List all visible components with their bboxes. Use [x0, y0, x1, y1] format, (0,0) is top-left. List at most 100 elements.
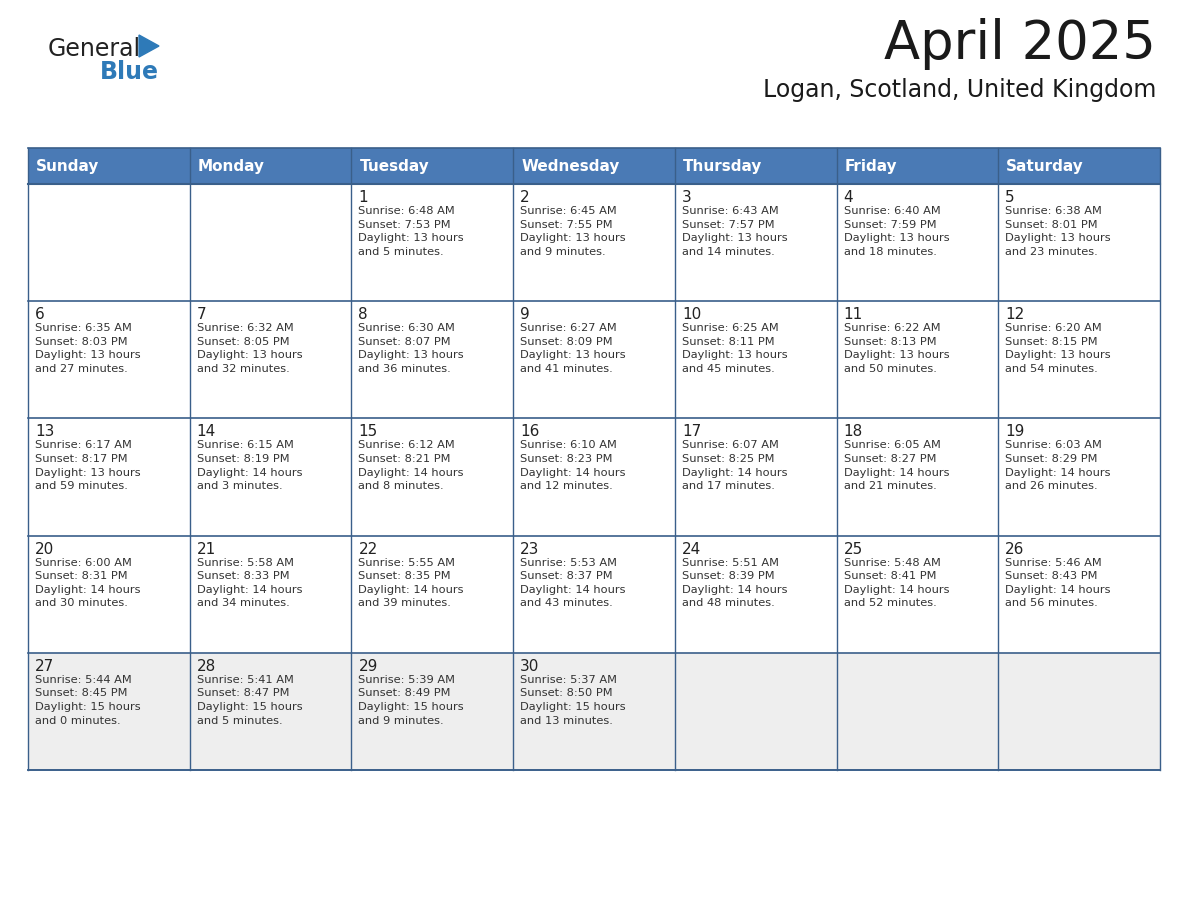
Bar — [836, 301, 998, 419]
Text: 27: 27 — [34, 659, 55, 674]
Text: General: General — [48, 37, 141, 61]
Text: Sunrise: 5:46 AM
Sunset: 8:43 PM
Daylight: 14 hours
and 56 minutes.: Sunrise: 5:46 AM Sunset: 8:43 PM Dayligh… — [1005, 557, 1111, 609]
Text: 28: 28 — [197, 659, 216, 674]
Text: 21: 21 — [197, 542, 216, 556]
Text: Thursday: Thursday — [683, 159, 763, 174]
Text: 13: 13 — [34, 424, 55, 440]
Text: 29: 29 — [359, 659, 378, 674]
Bar — [513, 184, 675, 301]
Text: Sunrise: 5:51 AM
Sunset: 8:39 PM
Daylight: 14 hours
and 48 minutes.: Sunrise: 5:51 AM Sunset: 8:39 PM Dayligh… — [682, 557, 788, 609]
Text: 1: 1 — [359, 190, 368, 205]
Text: Sunrise: 6:10 AM
Sunset: 8:23 PM
Daylight: 14 hours
and 12 minutes.: Sunrise: 6:10 AM Sunset: 8:23 PM Dayligh… — [520, 441, 626, 491]
Text: Sunrise: 6:20 AM
Sunset: 8:15 PM
Daylight: 13 hours
and 54 minutes.: Sunrise: 6:20 AM Sunset: 8:15 PM Dayligh… — [1005, 323, 1111, 374]
Bar — [836, 184, 998, 301]
Bar — [29, 148, 1159, 184]
Bar — [29, 535, 190, 653]
Text: Sunrise: 5:58 AM
Sunset: 8:33 PM
Daylight: 14 hours
and 34 minutes.: Sunrise: 5:58 AM Sunset: 8:33 PM Dayligh… — [197, 557, 302, 609]
Text: Sunrise: 5:44 AM
Sunset: 8:45 PM
Daylight: 15 hours
and 0 minutes.: Sunrise: 5:44 AM Sunset: 8:45 PM Dayligh… — [34, 675, 140, 725]
Bar — [675, 184, 836, 301]
Text: 18: 18 — [843, 424, 862, 440]
Text: 17: 17 — [682, 424, 701, 440]
Bar — [513, 301, 675, 419]
Text: Sunrise: 5:55 AM
Sunset: 8:35 PM
Daylight: 14 hours
and 39 minutes.: Sunrise: 5:55 AM Sunset: 8:35 PM Dayligh… — [359, 557, 465, 609]
Text: 22: 22 — [359, 542, 378, 556]
Bar — [675, 535, 836, 653]
Text: 25: 25 — [843, 542, 862, 556]
Text: 2: 2 — [520, 190, 530, 205]
Text: Sunrise: 5:48 AM
Sunset: 8:41 PM
Daylight: 14 hours
and 52 minutes.: Sunrise: 5:48 AM Sunset: 8:41 PM Dayligh… — [843, 557, 949, 609]
Text: 19: 19 — [1005, 424, 1025, 440]
Bar — [352, 419, 513, 535]
Text: Sunrise: 6:38 AM
Sunset: 8:01 PM
Daylight: 13 hours
and 23 minutes.: Sunrise: 6:38 AM Sunset: 8:01 PM Dayligh… — [1005, 206, 1111, 257]
Text: Sunrise: 6:43 AM
Sunset: 7:57 PM
Daylight: 13 hours
and 14 minutes.: Sunrise: 6:43 AM Sunset: 7:57 PM Dayligh… — [682, 206, 788, 257]
Bar — [190, 419, 352, 535]
Text: 23: 23 — [520, 542, 539, 556]
Bar — [998, 419, 1159, 535]
Bar — [998, 535, 1159, 653]
Text: 20: 20 — [34, 542, 55, 556]
Bar — [998, 301, 1159, 419]
Text: Logan, Scotland, United Kingdom: Logan, Scotland, United Kingdom — [763, 78, 1156, 102]
Bar — [29, 301, 190, 419]
Text: Sunrise: 6:40 AM
Sunset: 7:59 PM
Daylight: 13 hours
and 18 minutes.: Sunrise: 6:40 AM Sunset: 7:59 PM Dayligh… — [843, 206, 949, 257]
Text: 5: 5 — [1005, 190, 1015, 205]
Text: Sunrise: 6:15 AM
Sunset: 8:19 PM
Daylight: 14 hours
and 3 minutes.: Sunrise: 6:15 AM Sunset: 8:19 PM Dayligh… — [197, 441, 302, 491]
Text: 16: 16 — [520, 424, 539, 440]
Bar — [675, 301, 836, 419]
Bar — [190, 301, 352, 419]
Text: Sunrise: 5:37 AM
Sunset: 8:50 PM
Daylight: 15 hours
and 13 minutes.: Sunrise: 5:37 AM Sunset: 8:50 PM Dayligh… — [520, 675, 626, 725]
Text: Wednesday: Wednesday — [522, 159, 619, 174]
Bar — [836, 419, 998, 535]
Bar — [352, 184, 513, 301]
Text: 4: 4 — [843, 190, 853, 205]
Text: 24: 24 — [682, 542, 701, 556]
Text: 9: 9 — [520, 308, 530, 322]
Bar — [513, 653, 675, 770]
Text: Sunrise: 5:53 AM
Sunset: 8:37 PM
Daylight: 14 hours
and 43 minutes.: Sunrise: 5:53 AM Sunset: 8:37 PM Dayligh… — [520, 557, 626, 609]
Text: Sunrise: 6:25 AM
Sunset: 8:11 PM
Daylight: 13 hours
and 45 minutes.: Sunrise: 6:25 AM Sunset: 8:11 PM Dayligh… — [682, 323, 788, 374]
Text: 10: 10 — [682, 308, 701, 322]
Bar — [352, 535, 513, 653]
Bar — [998, 653, 1159, 770]
Text: Sunrise: 6:03 AM
Sunset: 8:29 PM
Daylight: 14 hours
and 26 minutes.: Sunrise: 6:03 AM Sunset: 8:29 PM Dayligh… — [1005, 441, 1111, 491]
Text: Sunrise: 6:30 AM
Sunset: 8:07 PM
Daylight: 13 hours
and 36 minutes.: Sunrise: 6:30 AM Sunset: 8:07 PM Dayligh… — [359, 323, 465, 374]
Bar — [29, 419, 190, 535]
Bar — [190, 535, 352, 653]
Text: 12: 12 — [1005, 308, 1024, 322]
Text: 15: 15 — [359, 424, 378, 440]
Text: April 2025: April 2025 — [884, 18, 1156, 70]
Text: Saturday: Saturday — [1006, 159, 1083, 174]
Bar — [836, 535, 998, 653]
Text: Sunrise: 6:27 AM
Sunset: 8:09 PM
Daylight: 13 hours
and 41 minutes.: Sunrise: 6:27 AM Sunset: 8:09 PM Dayligh… — [520, 323, 626, 374]
Text: 8: 8 — [359, 308, 368, 322]
Text: Sunrise: 6:35 AM
Sunset: 8:03 PM
Daylight: 13 hours
and 27 minutes.: Sunrise: 6:35 AM Sunset: 8:03 PM Dayligh… — [34, 323, 140, 374]
Text: Sunrise: 6:07 AM
Sunset: 8:25 PM
Daylight: 14 hours
and 17 minutes.: Sunrise: 6:07 AM Sunset: 8:25 PM Dayligh… — [682, 441, 788, 491]
Text: Tuesday: Tuesday — [360, 159, 429, 174]
Text: Sunrise: 6:22 AM
Sunset: 8:13 PM
Daylight: 13 hours
and 50 minutes.: Sunrise: 6:22 AM Sunset: 8:13 PM Dayligh… — [843, 323, 949, 374]
Text: Monday: Monday — [197, 159, 265, 174]
Text: Friday: Friday — [845, 159, 897, 174]
Text: Sunday: Sunday — [36, 159, 100, 174]
Bar — [352, 653, 513, 770]
Text: Sunrise: 6:32 AM
Sunset: 8:05 PM
Daylight: 13 hours
and 32 minutes.: Sunrise: 6:32 AM Sunset: 8:05 PM Dayligh… — [197, 323, 302, 374]
Text: Sunrise: 6:12 AM
Sunset: 8:21 PM
Daylight: 14 hours
and 8 minutes.: Sunrise: 6:12 AM Sunset: 8:21 PM Dayligh… — [359, 441, 465, 491]
Bar — [513, 535, 675, 653]
Text: Sunrise: 6:05 AM
Sunset: 8:27 PM
Daylight: 14 hours
and 21 minutes.: Sunrise: 6:05 AM Sunset: 8:27 PM Dayligh… — [843, 441, 949, 491]
Text: Sunrise: 5:41 AM
Sunset: 8:47 PM
Daylight: 15 hours
and 5 minutes.: Sunrise: 5:41 AM Sunset: 8:47 PM Dayligh… — [197, 675, 302, 725]
Text: Sunrise: 6:45 AM
Sunset: 7:55 PM
Daylight: 13 hours
and 9 minutes.: Sunrise: 6:45 AM Sunset: 7:55 PM Dayligh… — [520, 206, 626, 257]
Bar — [513, 419, 675, 535]
Text: 14: 14 — [197, 424, 216, 440]
Text: 7: 7 — [197, 308, 207, 322]
Bar — [29, 653, 190, 770]
Bar — [190, 184, 352, 301]
Text: Blue: Blue — [100, 60, 159, 84]
Text: 26: 26 — [1005, 542, 1025, 556]
Bar — [998, 184, 1159, 301]
Text: Sunrise: 6:17 AM
Sunset: 8:17 PM
Daylight: 13 hours
and 59 minutes.: Sunrise: 6:17 AM Sunset: 8:17 PM Dayligh… — [34, 441, 140, 491]
Bar — [352, 301, 513, 419]
Bar — [675, 653, 836, 770]
Bar — [190, 653, 352, 770]
Polygon shape — [139, 35, 159, 57]
Text: 11: 11 — [843, 308, 862, 322]
Bar — [29, 184, 190, 301]
